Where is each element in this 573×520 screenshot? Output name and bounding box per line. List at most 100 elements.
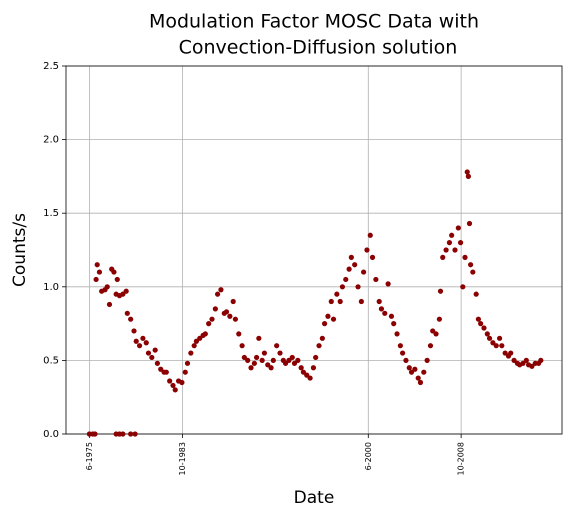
- data-point: [132, 431, 138, 437]
- data-point: [361, 269, 367, 275]
- data-point: [339, 284, 346, 290]
- y-tick-label: 1.0: [43, 282, 59, 293]
- data-point: [104, 284, 110, 290]
- data-point: [408, 369, 415, 375]
- data-point: [523, 357, 529, 363]
- data-point: [212, 306, 218, 312]
- data-point: [131, 328, 137, 334]
- data-point: [184, 360, 191, 366]
- data-point: [430, 328, 436, 334]
- data-point: [214, 291, 221, 297]
- data-point: [277, 350, 283, 356]
- data-point: [120, 291, 126, 297]
- data-point: [248, 365, 254, 371]
- data-point: [421, 369, 427, 375]
- data-point: [167, 378, 173, 384]
- data-point: [286, 357, 292, 363]
- data-point: [373, 276, 379, 283]
- data-point: [520, 360, 526, 366]
- data-point: [369, 254, 376, 260]
- data-point: [274, 343, 280, 349]
- data-point: [136, 343, 143, 349]
- data-point: [154, 360, 160, 366]
- y-tick-label: 2.0: [43, 135, 59, 146]
- data-point: [170, 382, 176, 389]
- data-point: [348, 254, 354, 260]
- data-point: [227, 313, 233, 319]
- data-point: [319, 335, 325, 341]
- data-point: [304, 372, 310, 378]
- data-point: [328, 298, 334, 305]
- data-point: [496, 335, 503, 341]
- data-point: [182, 369, 188, 375]
- data-point: [230, 298, 236, 305]
- data-point: [406, 365, 412, 371]
- data-point: [218, 287, 224, 293]
- data-point: [96, 269, 103, 275]
- data-point: [449, 232, 455, 238]
- data-point: [412, 366, 418, 372]
- data-point: [133, 338, 139, 344]
- data-point: [417, 379, 424, 386]
- data-point: [440, 254, 446, 260]
- data-point: [295, 357, 301, 363]
- data-point: [124, 310, 130, 316]
- data-point: [400, 350, 406, 356]
- data-point: [232, 316, 239, 322]
- data-point: [376, 298, 382, 305]
- data-point: [403, 357, 409, 363]
- data-point: [499, 343, 505, 349]
- data-point: [261, 350, 267, 356]
- y-tick-label: 2.5: [43, 61, 59, 72]
- data-point: [502, 350, 508, 356]
- data-point: [475, 316, 482, 322]
- data-point: [223, 309, 230, 315]
- data-point: [352, 262, 358, 268]
- data-point: [468, 262, 474, 268]
- data-point: [239, 343, 245, 349]
- data-point: [346, 266, 352, 272]
- data-point: [209, 316, 215, 322]
- data-point: [364, 247, 370, 253]
- data-point: [478, 321, 484, 327]
- data-point: [188, 350, 194, 356]
- data-point: [321, 321, 328, 327]
- data-point: [111, 269, 117, 275]
- data-point: [470, 269, 476, 275]
- data-point: [265, 362, 271, 368]
- data-point: [256, 335, 262, 341]
- data-point: [427, 343, 434, 349]
- chart-title: Convection-Diffusion solution: [179, 37, 458, 59]
- data-point: [473, 291, 479, 297]
- data-point: [490, 340, 496, 346]
- data-point: [241, 354, 247, 361]
- data-point: [486, 335, 493, 341]
- data-point: [114, 276, 120, 283]
- data-point: [191, 343, 197, 349]
- data-point: [172, 387, 178, 393]
- data-point: [358, 298, 364, 305]
- data-point: [508, 350, 514, 356]
- data-point: [193, 338, 200, 344]
- data-point: [259, 357, 265, 363]
- data-point: [145, 350, 152, 356]
- y-tick-label: 0.0: [43, 429, 59, 440]
- data-point: [289, 354, 295, 361]
- data-point: [245, 357, 251, 363]
- data-point: [538, 357, 544, 363]
- data-point: [511, 357, 517, 363]
- data-point: [397, 343, 403, 349]
- data-point: [123, 288, 129, 294]
- data-point: [388, 313, 395, 319]
- data-point: [460, 284, 466, 290]
- data-point: [481, 325, 487, 331]
- data-point: [313, 354, 319, 361]
- x-tick-label: 6-1975: [85, 442, 94, 470]
- data-point: [484, 331, 490, 337]
- y-tick-label: 0.5: [43, 355, 59, 366]
- data-point: [270, 357, 276, 363]
- data-point: [415, 375, 421, 381]
- data-point: [424, 357, 430, 363]
- data-point: [343, 276, 349, 283]
- data-point: [179, 379, 185, 386]
